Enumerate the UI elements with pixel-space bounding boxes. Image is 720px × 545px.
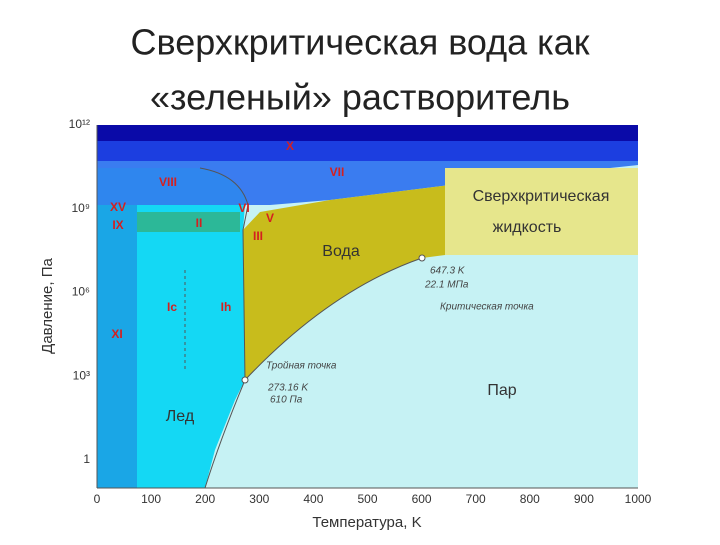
phase-label: Ih [221, 300, 232, 314]
phase-label: VII [330, 165, 345, 179]
region-label: жидкость [493, 219, 562, 236]
x-axis-label: Температура, K [312, 514, 421, 531]
x-tick-label: 1000 [625, 492, 652, 506]
x-tick-label: 0 [94, 492, 101, 506]
x-tick-label: 400 [303, 492, 323, 506]
phase-label: IX [112, 218, 123, 232]
title-line: Сверхкритическая вода как [131, 22, 590, 63]
ice-xi-region [97, 205, 137, 488]
supercritical-region [445, 168, 638, 255]
phase-label: VI [238, 201, 249, 215]
region-label: Сверхкритическая [473, 188, 610, 205]
triple-point [241, 376, 249, 384]
ice-ii-region [137, 212, 240, 232]
title-line: «зеленый» растворитель [150, 77, 570, 118]
x-tick-label: 600 [412, 492, 432, 506]
critical-point [418, 254, 426, 262]
phase-label: VIII [159, 175, 177, 189]
x-tick-label: 100 [141, 492, 161, 506]
phase-label: II [196, 216, 203, 230]
y-tick-label: 1 [83, 452, 90, 466]
y-axis-label: Давление, Па [39, 258, 56, 354]
region-label: Лед [166, 408, 195, 425]
annotation: Тройная точка [266, 361, 337, 372]
labels: 0 100 200 300 400 500 600 700 800 900 1000 10¹² 10⁹ 1… [39, 117, 652, 531]
y-tick-label: 10⁹ [72, 201, 91, 215]
liquid-region [243, 185, 450, 380]
annotation: Критическая точка [440, 302, 534, 313]
x-tick-label: 500 [357, 492, 377, 506]
phase-curve [204, 257, 423, 489]
phase-label: XV [110, 200, 126, 214]
phase-curve [199, 167, 249, 381]
annotation: 610 Па [270, 395, 303, 406]
y-tick-label: 10⁶ [72, 285, 90, 299]
x-tick-label: 900 [574, 492, 594, 506]
annotation: 22.1 МПа [424, 280, 469, 291]
y-tick-label: 10³ [73, 368, 90, 382]
annotation: 273.16 K [267, 383, 309, 394]
phase-x-region [97, 141, 638, 161]
phase-label: XI [111, 327, 122, 341]
annotation: 647.3 K [430, 266, 466, 277]
phase-band [97, 125, 638, 141]
phase-label: III [253, 229, 263, 243]
phase-diagram [96, 125, 638, 489]
phase-label: X [286, 139, 294, 153]
phase-viii-region [97, 168, 248, 205]
region-label: Вода [322, 243, 360, 260]
x-tick-label: 700 [466, 492, 486, 506]
phase-label: V [266, 211, 274, 225]
y-tick-label: 10¹² [69, 117, 90, 131]
region-label: Пар [487, 382, 516, 399]
phase-label: Ic [167, 300, 177, 314]
x-tick-label: 200 [195, 492, 215, 506]
x-tick-label: 300 [249, 492, 269, 506]
x-tick-label: 800 [520, 492, 540, 506]
